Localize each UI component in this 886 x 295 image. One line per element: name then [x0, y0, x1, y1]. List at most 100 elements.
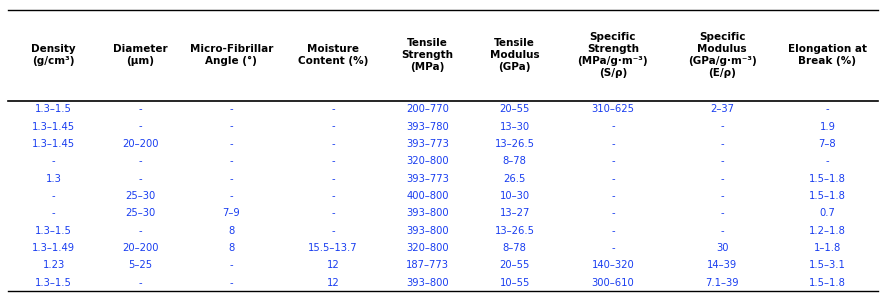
Text: Moisture
Content (%): Moisture Content (%) — [298, 44, 368, 66]
Text: 8–78: 8–78 — [502, 243, 526, 253]
Text: -: - — [720, 191, 724, 201]
Text: -: - — [611, 156, 615, 166]
Text: 7.1–39: 7.1–39 — [705, 278, 739, 288]
Text: 393–773: 393–773 — [406, 139, 449, 149]
Text: 1.3–1.45: 1.3–1.45 — [32, 139, 75, 149]
Text: -: - — [229, 104, 233, 114]
Text: 8–78: 8–78 — [502, 156, 526, 166]
Text: 26.5: 26.5 — [503, 173, 526, 183]
Text: -: - — [138, 104, 142, 114]
Text: 20–200: 20–200 — [122, 139, 159, 149]
Text: -: - — [331, 173, 335, 183]
Text: 7–8: 7–8 — [819, 139, 836, 149]
Text: 12: 12 — [327, 278, 339, 288]
Text: -: - — [331, 122, 335, 132]
Text: Density
(g/cm³): Density (g/cm³) — [32, 44, 76, 66]
Text: 13–26.5: 13–26.5 — [494, 226, 534, 236]
Text: -: - — [331, 191, 335, 201]
Text: -: - — [138, 122, 142, 132]
Text: 320–800: 320–800 — [406, 243, 448, 253]
Text: -: - — [611, 122, 615, 132]
Text: 25–30: 25–30 — [125, 191, 155, 201]
Text: -: - — [229, 173, 233, 183]
Text: 5–25: 5–25 — [128, 260, 152, 270]
Text: Diameter
(μm): Diameter (μm) — [113, 44, 167, 66]
Text: 310–625: 310–625 — [592, 104, 634, 114]
Text: -: - — [138, 278, 142, 288]
Text: -: - — [229, 139, 233, 149]
Text: 1.2–1.8: 1.2–1.8 — [809, 226, 846, 236]
Text: 300–610: 300–610 — [592, 278, 634, 288]
Text: Tensile
Modulus
(GPa): Tensile Modulus (GPa) — [490, 38, 540, 72]
Text: -: - — [611, 243, 615, 253]
Text: 1.3–1.5: 1.3–1.5 — [35, 226, 73, 236]
Text: -: - — [611, 191, 615, 201]
Text: 1.3–1.5: 1.3–1.5 — [35, 104, 73, 114]
Text: -: - — [229, 156, 233, 166]
Text: -: - — [331, 104, 335, 114]
Text: 1.5–1.8: 1.5–1.8 — [809, 191, 846, 201]
Text: 1.5–1.8: 1.5–1.8 — [809, 173, 846, 183]
Text: -: - — [331, 226, 335, 236]
Text: -: - — [229, 278, 233, 288]
Text: 15.5–13.7: 15.5–13.7 — [308, 243, 358, 253]
Text: -: - — [138, 173, 142, 183]
Text: 400–800: 400–800 — [406, 191, 448, 201]
Text: -: - — [229, 122, 233, 132]
Text: 393–773: 393–773 — [406, 173, 449, 183]
Text: 393–780: 393–780 — [406, 122, 448, 132]
Text: -: - — [611, 208, 615, 218]
Text: -: - — [52, 191, 56, 201]
Text: 1.3–1.5: 1.3–1.5 — [35, 278, 73, 288]
Text: -: - — [52, 208, 56, 218]
Text: -: - — [720, 173, 724, 183]
Text: -: - — [826, 104, 829, 114]
Text: 393–800: 393–800 — [406, 208, 448, 218]
Text: -: - — [611, 173, 615, 183]
Text: 1.3–1.45: 1.3–1.45 — [32, 122, 75, 132]
Text: 1.3–1.49: 1.3–1.49 — [32, 243, 75, 253]
Text: -: - — [229, 191, 233, 201]
Text: -: - — [138, 226, 142, 236]
Text: 0.7: 0.7 — [820, 208, 835, 218]
Text: 1.9: 1.9 — [820, 122, 835, 132]
Text: 200–770: 200–770 — [406, 104, 449, 114]
Text: 30: 30 — [716, 243, 728, 253]
Text: -: - — [720, 139, 724, 149]
Text: Micro-Fibrillar
Angle (°): Micro-Fibrillar Angle (°) — [190, 44, 273, 66]
Text: -: - — [720, 122, 724, 132]
Text: Tensile
Strength
(MPa): Tensile Strength (MPa) — [401, 38, 454, 72]
Text: Elongation at
Break (%): Elongation at Break (%) — [788, 44, 867, 66]
Text: 187–773: 187–773 — [406, 260, 449, 270]
Text: 10–55: 10–55 — [500, 278, 530, 288]
Text: 2–37: 2–37 — [710, 104, 734, 114]
Text: 1–1.8: 1–1.8 — [814, 243, 841, 253]
Text: 20–200: 20–200 — [122, 243, 159, 253]
Text: -: - — [611, 226, 615, 236]
Text: -: - — [720, 226, 724, 236]
Text: 7–9: 7–9 — [222, 208, 240, 218]
Text: 13–30: 13–30 — [500, 122, 530, 132]
Text: 25–30: 25–30 — [125, 208, 155, 218]
Text: 14–39: 14–39 — [707, 260, 737, 270]
Text: -: - — [331, 208, 335, 218]
Text: Specific
Strength
(MPa/g·m⁻³)
(S/ρ): Specific Strength (MPa/g·m⁻³) (S/ρ) — [578, 32, 649, 78]
Text: -: - — [826, 156, 829, 166]
Text: 13–27: 13–27 — [500, 208, 530, 218]
Text: -: - — [52, 156, 56, 166]
Text: 20–55: 20–55 — [500, 260, 530, 270]
Text: -: - — [720, 208, 724, 218]
Text: -: - — [720, 156, 724, 166]
Text: -: - — [138, 156, 142, 166]
Text: 13–26.5: 13–26.5 — [494, 139, 534, 149]
Text: Specific
Modulus
(GPa/g·m⁻³)
(E/ρ): Specific Modulus (GPa/g·m⁻³) (E/ρ) — [688, 32, 757, 78]
Text: -: - — [331, 156, 335, 166]
Text: 320–800: 320–800 — [406, 156, 448, 166]
Text: 10–30: 10–30 — [500, 191, 530, 201]
Text: -: - — [229, 260, 233, 270]
Text: -: - — [611, 139, 615, 149]
Text: 1.5–1.8: 1.5–1.8 — [809, 278, 846, 288]
Text: 20–55: 20–55 — [500, 104, 530, 114]
Text: 393–800: 393–800 — [406, 226, 448, 236]
Text: 393–800: 393–800 — [406, 278, 448, 288]
